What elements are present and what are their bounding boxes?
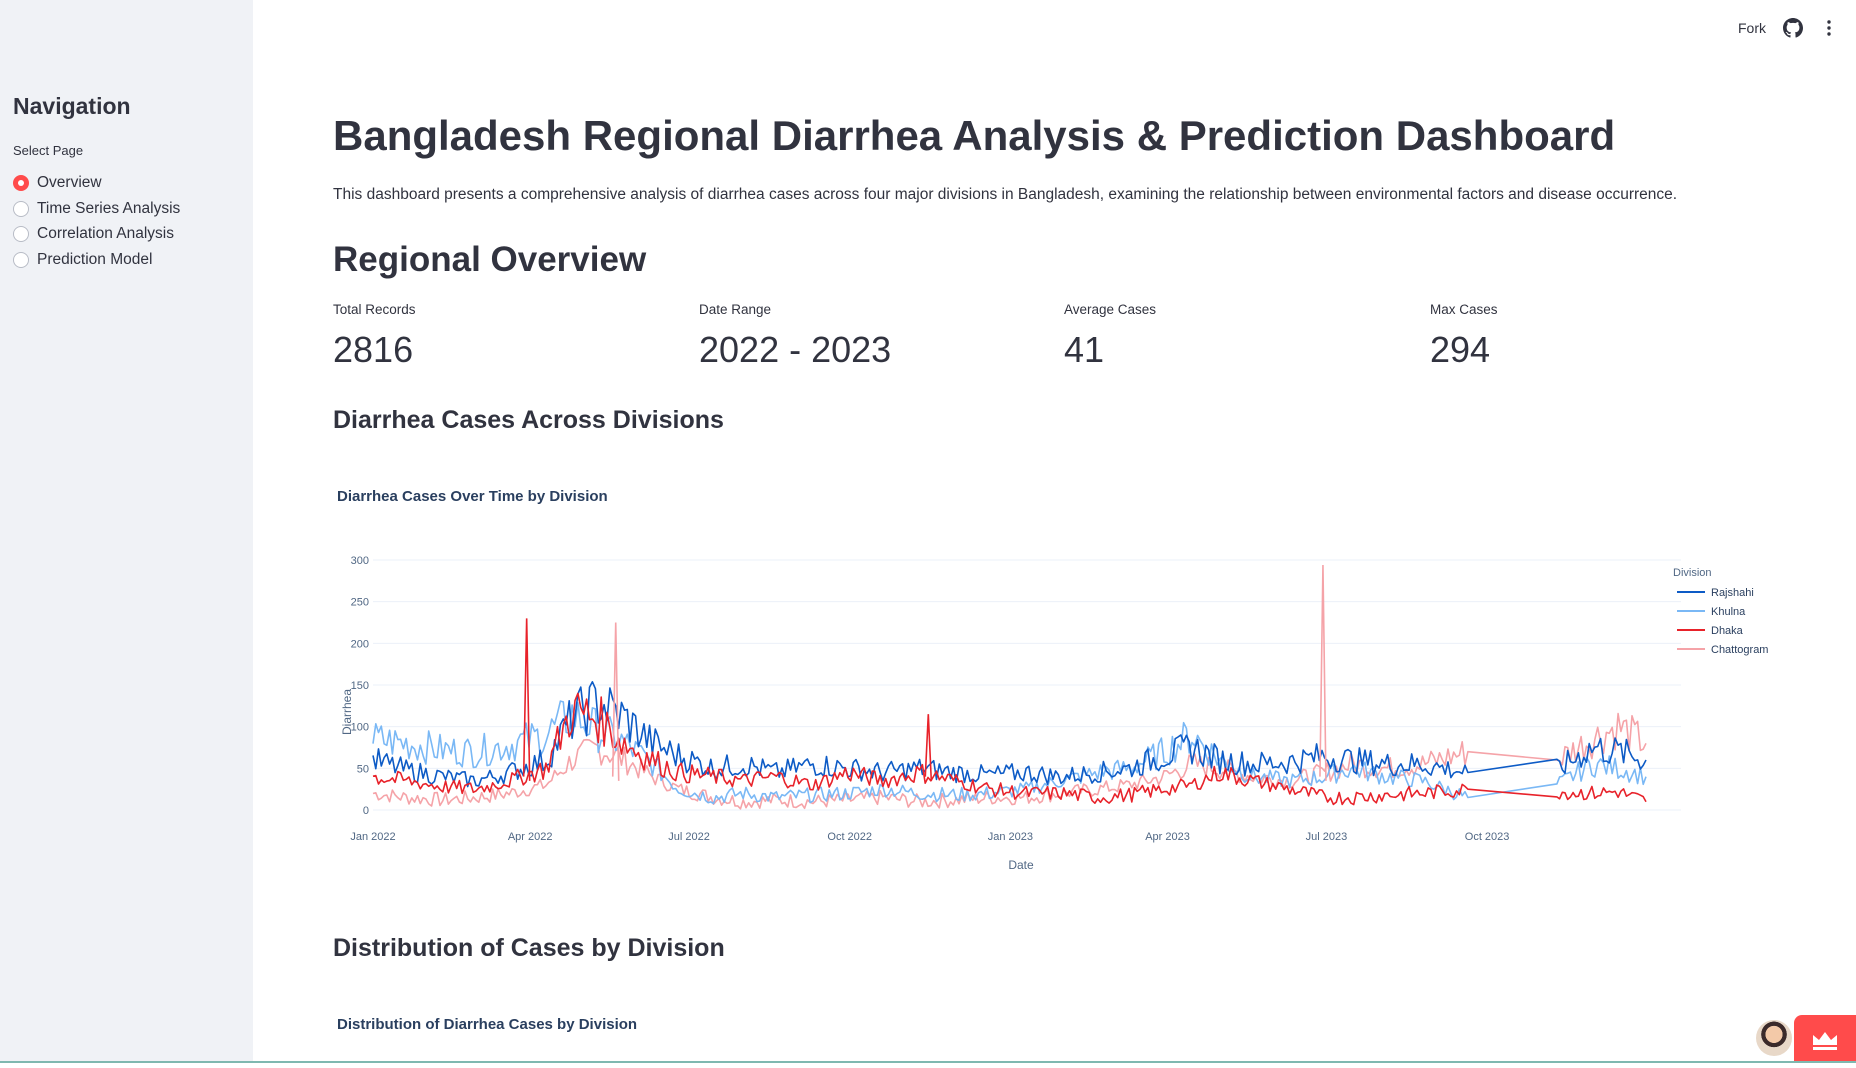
spike-chattogram [1320, 565, 1326, 781]
page-title: Bangladesh Regional Diarrhea Analysis & … [333, 112, 1615, 160]
metric-value: 294 [1430, 329, 1770, 371]
legend-entry: Rajshahi [1711, 587, 1754, 599]
legend-title: Division [1673, 567, 1712, 579]
distribution-chart-title: Distribution of Diarrhea Cases by Divisi… [337, 1016, 637, 1033]
radio-label[interactable]: Time Series Analysis [37, 200, 180, 218]
radio-time-series-analysis[interactable]: Time Series Analysis [13, 196, 180, 222]
radio-unselected-icon[interactable] [13, 201, 29, 217]
metric-value: 2022 - 2023 [699, 329, 1039, 371]
metric-value: 41 [1064, 329, 1404, 371]
y-axis-label: Diarrhea [340, 689, 354, 735]
x-tick-label: Jul 2023 [1306, 831, 1348, 843]
radio-label[interactable]: Prediction Model [37, 251, 152, 269]
page-radio-group: Overview Time Series Analysis Correlatio… [13, 170, 180, 273]
metric-average-cases: Average Cases 41 [1064, 302, 1404, 371]
metric-label: Total Records [333, 302, 673, 317]
crown-icon [1794, 1015, 1856, 1063]
chart-title: Diarrhea Cases Over Time by Division [337, 488, 608, 505]
series-line-khulna [373, 701, 1646, 804]
github-icon[interactable] [1783, 18, 1803, 38]
metric-max-cases: Max Cases 294 [1430, 302, 1770, 371]
y-tick-label: 300 [351, 555, 369, 567]
y-tick-label: 200 [351, 638, 369, 650]
distribution-heading: Distribution of Cases by Division [333, 934, 725, 963]
radio-overview[interactable]: Overview [13, 170, 180, 196]
select-page-label: Select Page [13, 143, 83, 158]
metric-label: Date Range [699, 302, 1039, 317]
fork-button[interactable]: Fork [1738, 20, 1766, 36]
streamlit-badge-button[interactable] [1794, 1015, 1856, 1063]
legend-entry: Dhaka [1711, 625, 1744, 637]
spike-dhaka [925, 714, 931, 781]
cases-across-divisions-heading: Diarrhea Cases Across Divisions [333, 406, 724, 435]
radio-unselected-icon[interactable] [13, 226, 29, 242]
series-line-rajshahi [373, 682, 1646, 787]
y-tick-label: 250 [351, 597, 369, 609]
x-tick-label: Jan 2022 [350, 831, 395, 843]
y-tick-label: 0 [363, 805, 369, 817]
sidebar-title: Navigation [13, 93, 131, 120]
metric-label: Max Cases [1430, 302, 1770, 317]
x-tick-label: Jul 2022 [668, 831, 710, 843]
x-tick-label: Oct 2023 [1465, 831, 1510, 843]
page-description: This dashboard presents a comprehensive … [333, 186, 1677, 204]
metric-label: Average Cases [1064, 302, 1404, 317]
regional-overview-heading: Regional Overview [333, 240, 646, 280]
x-axis-label: Date [1008, 858, 1034, 872]
legend-entry: Chattogram [1711, 644, 1768, 656]
x-tick-label: Oct 2022 [827, 831, 872, 843]
metric-total-records: Total Records 2816 [333, 302, 673, 371]
x-tick-label: Jan 2023 [988, 831, 1033, 843]
radio-selected-icon[interactable] [13, 175, 29, 191]
radio-label[interactable]: Correlation Analysis [37, 225, 174, 243]
radio-correlation-analysis[interactable]: Correlation Analysis [13, 221, 180, 247]
radio-unselected-icon[interactable] [13, 252, 29, 268]
metric-value: 2816 [333, 329, 673, 371]
avatar[interactable] [1756, 1020, 1792, 1056]
spike-dhaka [524, 618, 530, 781]
sidebar: Navigation Select Page Overview Time Ser… [0, 0, 253, 1063]
x-tick-label: Apr 2023 [1145, 831, 1190, 843]
spike-chattogram [613, 623, 619, 781]
top-toolbar: Fork [1356, 0, 1856, 56]
kebab-menu-icon[interactable] [1824, 18, 1834, 38]
metric-date-range: Date Range 2022 - 2023 [699, 302, 1039, 371]
radio-label[interactable]: Overview [37, 174, 102, 192]
radio-prediction-model[interactable]: Prediction Model [13, 247, 180, 273]
x-tick-label: Apr 2022 [508, 831, 553, 843]
legend-entry: Khulna [1711, 606, 1746, 618]
y-tick-label: 50 [357, 763, 369, 775]
